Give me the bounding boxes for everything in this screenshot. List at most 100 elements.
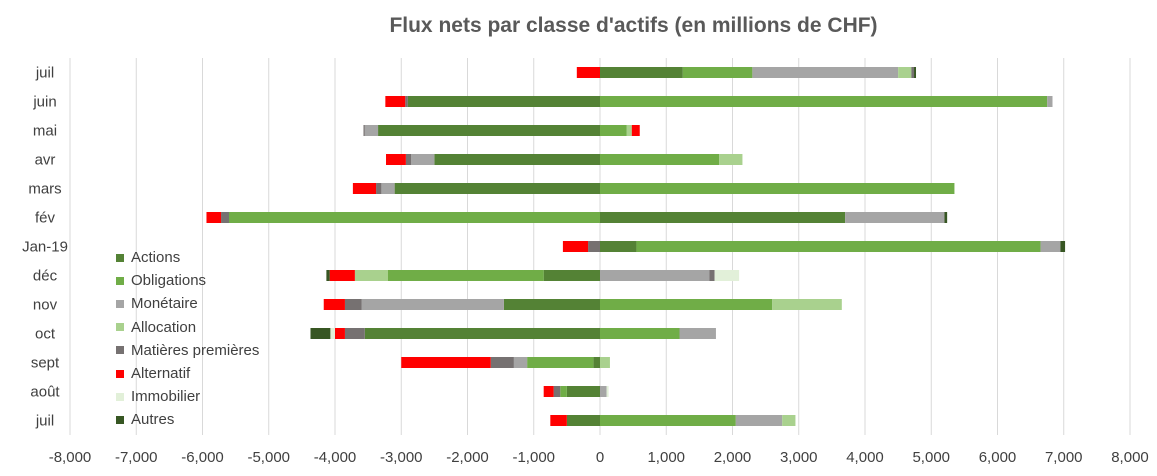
x-tick-label-16: 8,000: [1111, 449, 1149, 466]
bar-3-2: [411, 154, 435, 165]
bar-8-4: [344, 299, 362, 310]
bar-2-4: [363, 125, 365, 136]
bar-2-2: [364, 125, 379, 136]
bar-8-5: [323, 299, 345, 310]
bar-10-3: [600, 357, 610, 368]
x-tick-label-5: -3,000: [380, 449, 423, 466]
legend-item-0: Actions: [116, 246, 259, 269]
bar-9-0: [364, 328, 600, 339]
bar-6-4: [588, 241, 600, 252]
bar-6-0: [600, 241, 637, 252]
legend-swatch-5: [116, 369, 124, 378]
bar-2-3: [626, 125, 632, 136]
x-tick-label-8: 0: [596, 449, 604, 466]
bar-9-1: [600, 328, 680, 339]
x-tick-label-2: -6,000: [181, 449, 224, 466]
x-tick-label-0: -8,000: [49, 449, 92, 466]
bar-10-1: [527, 357, 594, 368]
bar-9-7: [310, 328, 331, 339]
bar-6-1: [636, 241, 1041, 252]
bar-6-7: [1060, 241, 1066, 252]
legend-swatch-3: [116, 323, 124, 332]
bar-6-2: [1040, 241, 1061, 252]
bar-12-2: [735, 415, 783, 426]
legend: Actions Obligations Monétaire Allocation Mat…: [116, 246, 259, 432]
legend-item-3: Allocation: [116, 316, 259, 339]
legend-swatch-2: [116, 299, 124, 308]
bar-7-6: [714, 270, 740, 281]
bar-2-0: [378, 125, 600, 136]
x-tick-label-9: 1,000: [647, 449, 685, 466]
legend-label-4: Matières premières: [131, 341, 260, 359]
bar-0-7: [914, 67, 917, 78]
bar-5-7: [944, 212, 948, 223]
legend-item-1: Obligations: [116, 269, 259, 292]
bar-10-0: [593, 357, 600, 368]
legend-item-4: Matières premières: [116, 339, 259, 362]
bar-5-4: [221, 212, 229, 223]
legend-swatch-4: [116, 346, 124, 355]
bar-3-4: [405, 154, 412, 165]
bar-4-4: [376, 183, 382, 194]
legend-item-7: Autres: [116, 408, 259, 431]
bar-0-2: [752, 67, 899, 78]
legend-label-2: Monétaire: [131, 295, 198, 313]
legend-label-0: Actions: [131, 249, 181, 267]
bar-11-5: [543, 386, 554, 397]
bar-5-2: [845, 212, 945, 223]
bar-0-3: [898, 67, 912, 78]
category-label-9: oct: [35, 326, 56, 343]
x-tick-label-13: 5,000: [912, 449, 950, 466]
bar-7-7: [326, 270, 330, 281]
bar-12-5: [550, 415, 567, 426]
category-label-5: fév: [35, 210, 56, 227]
bar-8-0: [503, 299, 600, 310]
bar-11-2: [600, 386, 607, 397]
bar-9-4: [344, 328, 365, 339]
x-tick-label-15: 7,000: [1045, 449, 1083, 466]
bar-9-2: [679, 328, 716, 339]
bar-1-4: [405, 96, 408, 107]
bar-5-0: [600, 212, 846, 223]
category-label-11: août: [30, 384, 60, 401]
bar-4-0: [394, 183, 600, 194]
bar-3-1: [600, 154, 720, 165]
bar-10-2: [513, 357, 528, 368]
legend-swatch-1: [116, 276, 124, 285]
bar-0-0: [600, 67, 683, 78]
legend-label-6: Immobilier: [131, 388, 201, 406]
bar-12-1: [600, 415, 736, 426]
bar-5-1: [229, 212, 600, 223]
category-label-12: juil: [35, 413, 54, 430]
chart-title: Flux nets par classe d'actifs (en millio…: [389, 14, 878, 37]
bar-7-1: [388, 270, 544, 281]
bar-7-3: [354, 270, 388, 281]
x-tick-label-14: 6,000: [979, 449, 1017, 466]
legend-label-7: Autres: [131, 411, 175, 429]
bar-2-1: [600, 125, 627, 136]
legend-label-5: Alternatif: [131, 365, 191, 383]
legend-item-2: Monétaire: [116, 292, 259, 315]
bar-8-2: [361, 299, 504, 310]
category-label-4: mars: [28, 181, 61, 198]
legend-label-1: Obligations: [131, 272, 207, 290]
bar-8-3: [772, 299, 842, 310]
bar-6-5: [562, 241, 589, 252]
legend-item-6: Immobilier: [116, 385, 259, 408]
category-label-10: sept: [31, 355, 60, 372]
bar-7-5: [329, 270, 355, 281]
bar-8-1: [600, 299, 773, 310]
x-tick-label-10: 2,000: [714, 449, 752, 466]
bar-11-0: [566, 386, 600, 397]
bar-1-5: [385, 96, 406, 107]
legend-item-5: Alternatif: [116, 362, 259, 385]
bar-7-2: [600, 270, 710, 281]
legend-label-3: Allocation: [131, 318, 197, 336]
bar-4-2: [381, 183, 395, 194]
bar-0-4: [911, 67, 915, 78]
x-tick-label-1: -7,000: [115, 449, 158, 466]
bar-0-5: [576, 67, 600, 78]
bar-3-3: [719, 154, 743, 165]
legend-swatch-7: [116, 415, 124, 424]
